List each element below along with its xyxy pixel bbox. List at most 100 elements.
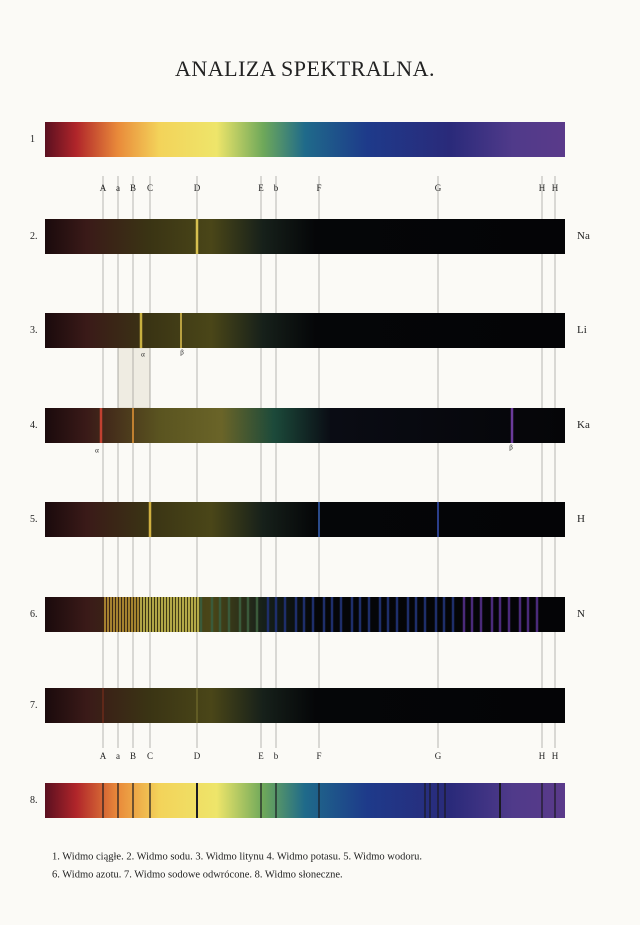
band-line [170,597,172,632]
absorption-line [444,783,446,818]
band-line [507,597,511,632]
absorption-line [554,783,556,818]
band-line [350,597,354,632]
spectral-line [148,502,152,537]
absorption-line [429,783,431,818]
band-line [470,597,474,632]
spectrum-bar [45,688,565,723]
band-line [155,597,157,632]
band-line [526,597,530,632]
band-line [302,597,306,632]
band-line [137,597,139,632]
band-line [116,597,118,632]
line-label: E [258,183,264,193]
absorption-line [196,783,198,818]
title: ANALIZA SPEKTRALNA. [175,56,435,81]
line-label: A [100,183,107,193]
band-line [210,597,214,632]
line-mark: α [95,447,99,455]
element-label: H [577,513,585,525]
pale-band [117,347,151,409]
line-label: B [130,183,136,193]
band-line [146,597,148,632]
band-line [395,597,399,632]
line-label: B [130,751,136,761]
band-line [164,597,166,632]
band-line [122,597,124,632]
band-line [197,597,199,632]
band-line [107,597,109,632]
spectrum-bar [45,122,565,157]
line-label: b [274,751,279,761]
band-line [113,597,115,632]
absorption-line [117,783,119,818]
band-line [182,597,184,632]
absorption-line [499,783,501,818]
band-line [274,597,278,632]
element-label: N [577,608,585,620]
line-label: F [316,751,321,761]
band-line [143,597,145,632]
band-line [294,597,298,632]
caption-line: 1. Widmo ciągłe. 2. Widmo sodu. 3. Widmo… [52,851,422,862]
band-line [227,597,231,632]
spectrum-number: 8. [30,795,38,806]
band-line [167,597,169,632]
spectral-line [102,688,104,723]
spectral-line [195,219,199,254]
band-line [339,597,343,632]
absorption-line [149,783,151,818]
band-line [442,597,446,632]
band-line [266,597,270,632]
spectral-line [132,408,134,443]
band-line [462,597,466,632]
band-line [246,597,250,632]
band-line [128,597,130,632]
absorption-line [275,783,277,818]
line-label: D [194,183,201,193]
line-label: C [147,751,153,761]
line-label: C [147,183,153,193]
band-line [322,597,326,632]
band-line [414,597,418,632]
spectrum-bar [45,219,565,254]
band-line [185,597,187,632]
line-label: A [100,751,107,761]
line-label: b [274,183,279,193]
spectrum-number: 3. [30,325,38,336]
spectral-line [99,408,103,443]
line-label: a [116,183,120,193]
element-label: Na [577,230,590,242]
line-label: H [552,751,559,761]
spectrum-bar [45,313,565,348]
line-label: H [539,183,546,193]
band-line [218,597,222,632]
spectrum-bar [45,783,565,818]
absorption-line [132,783,134,818]
spectrum-number: 4. [30,420,38,431]
band-line [152,597,154,632]
element-label: Li [577,324,587,336]
band-line [434,597,438,632]
band-line [367,597,371,632]
band-line [158,597,160,632]
band-line [104,597,106,632]
band-line [451,597,455,632]
line-label: F [316,183,321,193]
band-line [358,597,362,632]
band-line [423,597,427,632]
line-mark: α [141,351,145,359]
spectrum-number: 6. [30,609,38,620]
absorption-line [541,783,543,818]
band-line [134,597,136,632]
band-line [518,597,522,632]
spectrum-bar [45,502,565,537]
band-line [125,597,127,632]
band-line [283,597,287,632]
band-line [238,597,242,632]
spectrum-number: 5. [30,514,38,525]
band-line [119,597,121,632]
spectral-line [318,502,320,537]
band-line [179,597,181,632]
band-line [110,597,112,632]
